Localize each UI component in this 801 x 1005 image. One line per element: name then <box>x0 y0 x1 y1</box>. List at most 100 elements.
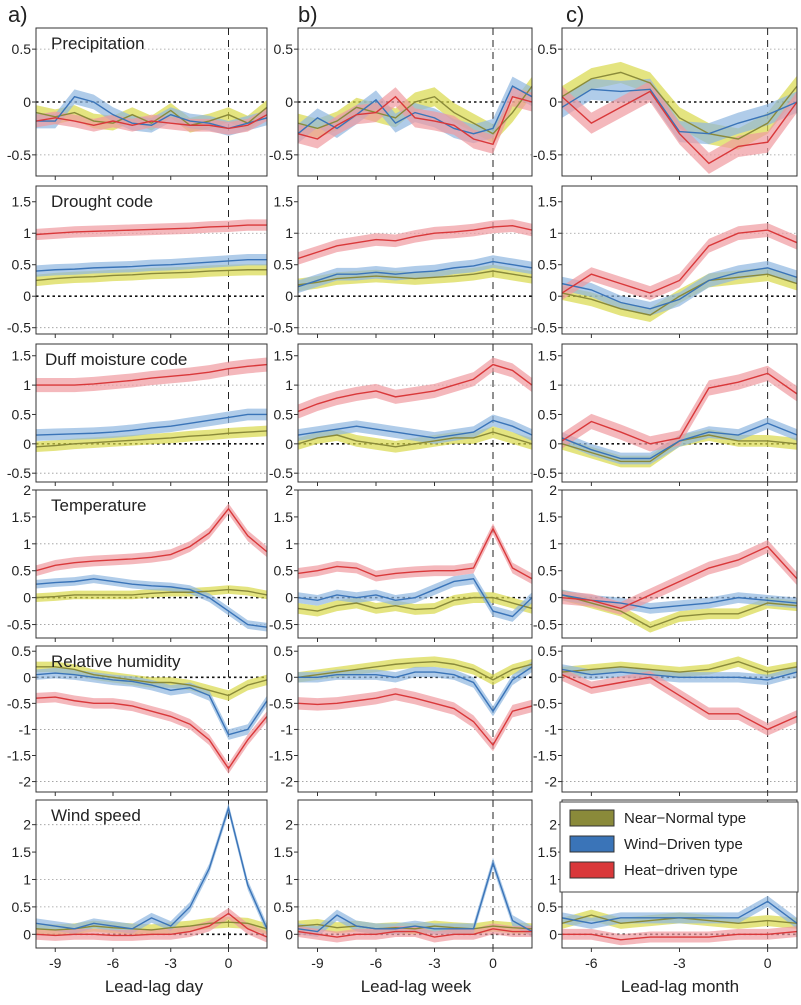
series-line-heat-driven <box>298 928 532 938</box>
series-line-near-normal <box>298 85 532 135</box>
series-line-near-normal <box>298 923 532 930</box>
panel-4-week: 2 1.5 1 0.5 0 -0.5 <box>269 482 533 642</box>
series-line-heat-driven <box>298 95 532 146</box>
panel-title: Precipitation <box>51 34 145 53</box>
panel-3-day-frame <box>35 343 268 483</box>
y-tick-label: -1.5 <box>269 748 293 764</box>
y-tick-label: 1 <box>549 225 557 241</box>
panel-2-day-plot-area <box>36 186 267 334</box>
y-tick-label: 0.5 <box>538 406 558 422</box>
y-tick-label: 0 <box>23 926 31 942</box>
y-tick-label: 1 <box>285 871 293 887</box>
series-line-near-normal <box>562 594 797 629</box>
y-tick-label: -2 <box>19 774 32 790</box>
panel-5-day-plot-area <box>36 646 267 792</box>
panel-2-month: 1.5 1 0.5 0 -0.5 <box>533 185 798 338</box>
series-line-wind-driven <box>298 860 532 933</box>
y-tick-label: 0.5 <box>12 406 32 422</box>
y-tick-label: 0.5 <box>274 643 294 659</box>
y-tick-label: -2 <box>281 774 294 790</box>
y-tick-label: 2 <box>285 817 293 833</box>
y-tick-label: 0 <box>285 669 293 685</box>
series-line-wind-driven <box>562 88 797 135</box>
y-tick-label: 1.5 <box>538 194 558 210</box>
band-heat-driven <box>562 668 797 736</box>
panel-1-week-plot-area <box>298 28 532 176</box>
legend-swatch-near-normal <box>569 809 615 827</box>
y-tick-label: 0 <box>285 590 293 606</box>
y-tick-label: 0.5 <box>538 257 558 273</box>
band-wind-driven <box>562 664 797 686</box>
y-tick-label: 0 <box>23 669 31 685</box>
series-line-heat-driven <box>298 224 532 260</box>
band-heat-driven <box>562 540 797 615</box>
y-tick-label: 1 <box>549 871 557 887</box>
y-tick-label: 2 <box>285 482 293 498</box>
band-wind-driven <box>298 255 532 294</box>
panel-2-week-frame <box>297 185 533 335</box>
y-tick-label: 1 <box>23 871 31 887</box>
panel-1-month-plot-area <box>562 28 797 176</box>
y-tick-label: 1.5 <box>12 509 32 525</box>
y-tick-label: 0 <box>285 436 293 452</box>
legend-label-near-normal: Near−Normal type <box>624 810 746 827</box>
y-tick-label: -1 <box>19 721 32 737</box>
series-line-wind-driven <box>298 666 532 713</box>
y-tick-label: 0.5 <box>538 643 558 659</box>
series-line-wind-driven <box>562 267 797 310</box>
series-line-heat-driven <box>562 545 797 610</box>
series-line-heat-driven <box>298 693 532 747</box>
panel-2-week-plot-area <box>298 186 532 334</box>
panel-4-week-plot-area <box>298 490 532 638</box>
band-heat-driven <box>298 357 532 419</box>
series-line-heat-driven <box>36 224 267 236</box>
y-tick-label: 1 <box>23 225 31 241</box>
band-near-normal <box>562 589 797 633</box>
series-line-wind-driven <box>298 85 532 135</box>
y-tick-label: 2 <box>549 482 557 498</box>
panel-5-week: 0.5 0 -0.5 -1 -1.5 -2 <box>269 643 533 796</box>
y-tick-label: 0 <box>549 590 557 606</box>
y-tick-label: 0 <box>23 436 31 452</box>
band-heat-driven <box>562 223 797 300</box>
series-line-heat-driven <box>562 229 797 294</box>
y-tick-label: -0.5 <box>269 147 293 163</box>
column-label-a: a) <box>8 2 28 27</box>
panel-4-day-plot-area <box>36 490 267 638</box>
series-line-near-normal <box>36 588 267 599</box>
panel-3-day-plot-area <box>36 344 267 482</box>
y-tick-label: 0.5 <box>274 899 294 915</box>
panel-2-week: 1.5 1 0.5 0 -0.5 <box>269 185 533 338</box>
series-line-near-normal <box>562 660 797 673</box>
panel-3-week: 1.5 1 0.5 0 -0.5 <box>269 343 533 486</box>
panel-1-week: 0.5 0 -0.5 <box>269 27 533 180</box>
band-heat-driven <box>298 87 532 154</box>
y-tick-label: 0.5 <box>12 899 32 915</box>
panel-1-day: 0.5 0 -0.5 Precipitation <box>7 27 268 180</box>
y-tick-label: 1.5 <box>12 844 32 860</box>
panel-5-month: 0.5 0 -0.5 -1 -1.5 -2 <box>533 643 798 796</box>
y-tick-label: -0.5 <box>533 147 557 163</box>
series-line-near-normal <box>562 71 797 140</box>
series-line-near-normal <box>562 273 797 316</box>
panel-6-week-frame <box>297 799 533 949</box>
series-line-near-normal <box>36 430 267 448</box>
x-tick-label: -9 <box>311 955 324 971</box>
series-line-near-normal <box>36 666 267 697</box>
legend-label-heat-driven: Heat−driven type <box>624 862 738 879</box>
y-tick-label: -0.5 <box>269 465 293 481</box>
panel-3-month: 1.5 1 0.5 0 -0.5 <box>533 343 798 486</box>
series-line-heat-driven <box>36 114 267 130</box>
x-axis-label-month: Lead-lag month <box>621 977 739 996</box>
y-tick-label: 1 <box>23 536 31 552</box>
y-tick-label: 0.5 <box>12 41 32 57</box>
band-heat-driven <box>298 687 532 752</box>
panel-title: Duff moisture code <box>45 350 187 369</box>
panel-5-day-frame <box>35 645 268 793</box>
series-line-heat-driven <box>36 696 267 770</box>
panel-3-month-plot-area <box>562 344 797 482</box>
y-tick-label: 1 <box>549 377 557 393</box>
y-tick-label: -1 <box>545 721 558 737</box>
series-line-heat-driven <box>562 372 797 445</box>
